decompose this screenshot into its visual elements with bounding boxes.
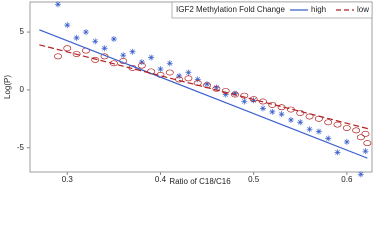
legend-label: high bbox=[311, 5, 326, 14]
point bbox=[305, 113, 314, 120]
point bbox=[222, 91, 229, 98]
point bbox=[232, 90, 239, 97]
point bbox=[296, 110, 305, 116]
point bbox=[101, 45, 108, 52]
point bbox=[259, 105, 266, 112]
chart: Ratio of C18/C16 Log(P) IGF2 Methylation… bbox=[3, 1, 373, 186]
point bbox=[194, 76, 201, 83]
point bbox=[278, 111, 285, 118]
point bbox=[92, 38, 99, 45]
point bbox=[213, 84, 220, 91]
y-tick-label: -5 bbox=[17, 143, 25, 152]
point bbox=[333, 121, 342, 128]
point bbox=[148, 54, 155, 61]
point bbox=[356, 134, 365, 141]
point bbox=[63, 45, 72, 52]
point bbox=[166, 60, 173, 67]
x-tick-label: 0.5 bbox=[248, 175, 260, 184]
point bbox=[91, 56, 100, 63]
point bbox=[157, 66, 164, 73]
point bbox=[315, 128, 322, 135]
point bbox=[138, 59, 145, 66]
point bbox=[334, 149, 341, 156]
point bbox=[212, 85, 221, 92]
point bbox=[269, 108, 276, 115]
plot-frame bbox=[29, 1, 373, 173]
point bbox=[165, 69, 174, 76]
point bbox=[363, 140, 372, 147]
point bbox=[231, 91, 239, 98]
point bbox=[54, 1, 61, 8]
point bbox=[185, 69, 192, 76]
point bbox=[362, 148, 369, 155]
point bbox=[352, 127, 361, 134]
x-axis-label: Ratio of C18/C16 bbox=[169, 177, 231, 186]
point bbox=[176, 73, 183, 80]
point bbox=[287, 116, 294, 123]
point bbox=[72, 51, 81, 57]
x-tick-label: 0.6 bbox=[341, 175, 353, 184]
point bbox=[241, 98, 248, 105]
point bbox=[64, 22, 71, 29]
point bbox=[54, 53, 62, 60]
point bbox=[129, 48, 136, 55]
point bbox=[204, 81, 211, 88]
point bbox=[324, 119, 333, 126]
fit-line bbox=[39, 44, 371, 130]
x-tick-label: 0.3 bbox=[62, 175, 74, 184]
point bbox=[110, 36, 117, 43]
point bbox=[120, 52, 127, 59]
point bbox=[343, 138, 350, 145]
legend-label: low bbox=[357, 5, 369, 14]
point bbox=[184, 75, 193, 82]
legend-title: IGF2 Methylation Fold Change bbox=[176, 5, 285, 14]
point bbox=[361, 130, 370, 137]
y-tick-label: 0 bbox=[20, 85, 25, 94]
y-tick-label: 5 bbox=[20, 27, 25, 36]
point bbox=[82, 29, 89, 36]
point bbox=[221, 88, 230, 94]
point bbox=[250, 97, 257, 104]
legend bbox=[171, 1, 373, 19]
point bbox=[342, 125, 351, 132]
point bbox=[357, 171, 364, 178]
y-axis-label: Log(P) bbox=[3, 75, 12, 99]
point bbox=[73, 34, 80, 41]
point bbox=[325, 135, 332, 142]
point bbox=[306, 126, 313, 133]
x-tick-label: 0.4 bbox=[155, 175, 167, 184]
fit-line bbox=[39, 29, 368, 159]
point bbox=[297, 119, 304, 126]
point bbox=[137, 62, 146, 69]
